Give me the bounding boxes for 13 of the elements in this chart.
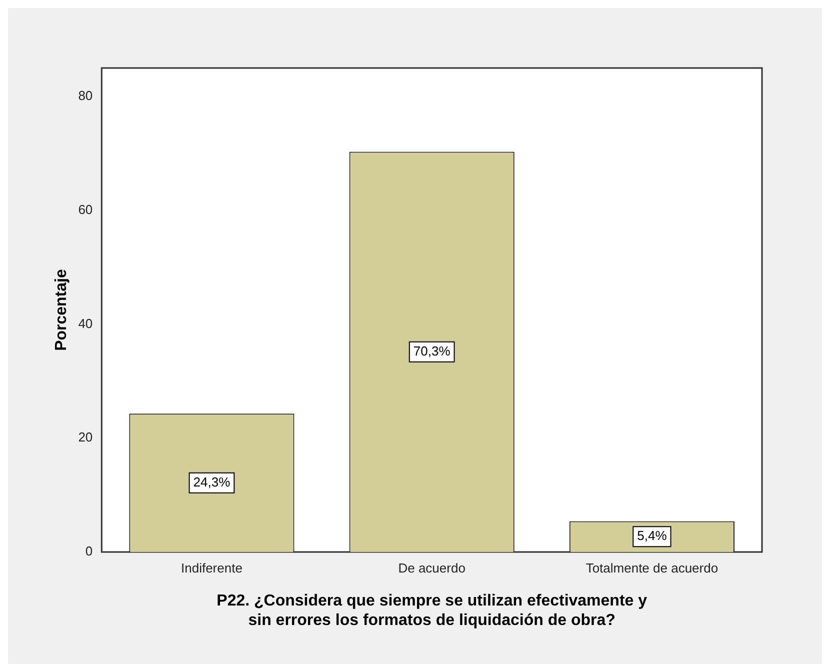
x-tick-label: Indiferente — [181, 560, 242, 576]
y-tick-label: 80 — [78, 88, 93, 104]
y-tick-label: 60 — [78, 202, 93, 217]
y-tick-label: 0 — [85, 544, 93, 559]
x-tick-label: Totalmente de acuerdo — [586, 560, 718, 576]
x-tick-label: De acuerdo — [398, 560, 466, 576]
y-tick-label: 40 — [78, 316, 93, 331]
y-axis-title: Porcentaje — [53, 268, 70, 351]
data-label: 5,4% — [637, 528, 668, 544]
data-label: 70,3% — [413, 343, 451, 358]
x-axis-title: P22. ¿Considera que siempre se utilizan efectivamente y sin errores los formatos de liquidación de obra? — [216, 592, 648, 629]
y-tick-label: 20 — [78, 430, 93, 445]
data-label: 24,3% — [193, 474, 231, 490]
